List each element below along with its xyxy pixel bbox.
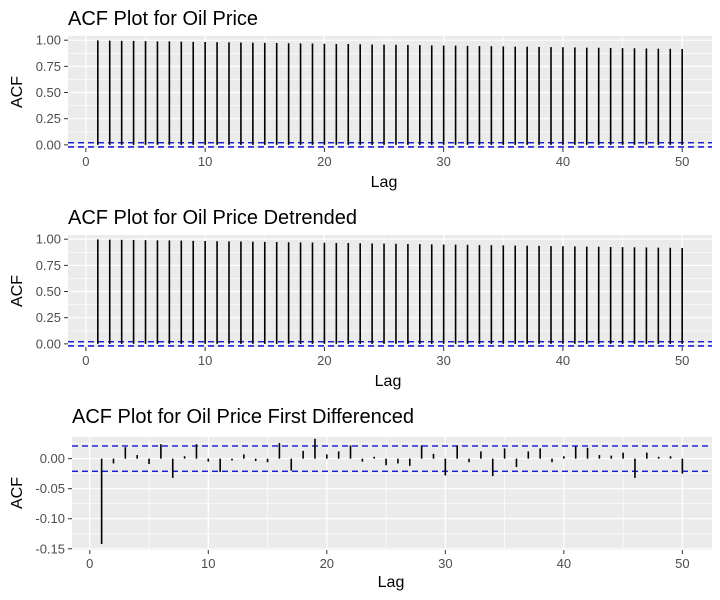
- x-axis-ticks: 0 10 20 30 40 50: [86, 550, 690, 571]
- y-tick-label: 0.00: [36, 336, 61, 351]
- y-tick-label: -0.15: [35, 541, 65, 556]
- gridlines: [72, 437, 712, 550]
- y-tick-label: 0.25: [36, 111, 61, 126]
- x-tick-label: 10: [198, 353, 212, 368]
- x-axis-label: Lag: [378, 574, 405, 591]
- y-tick-label: -0.05: [35, 481, 65, 496]
- x-tick-label: 0: [82, 353, 89, 368]
- x-tick-label: 20: [317, 154, 331, 169]
- x-tick-label: 10: [201, 556, 215, 571]
- x-tick-label: 50: [675, 353, 689, 368]
- x-tick-label: 50: [675, 154, 689, 169]
- x-tick-label: 30: [436, 353, 450, 368]
- x-tick-label: 50: [675, 556, 689, 571]
- confidence-bounds: [68, 142, 712, 148]
- acf-bars: [100, 438, 684, 544]
- chart-title: ACF Plot for Oil Price: [68, 8, 258, 30]
- y-tick-label: 1.00: [36, 33, 61, 48]
- y-tick-label: 0.00: [40, 451, 65, 466]
- y-tick-label: 0.50: [36, 284, 61, 299]
- y-axis-ticks: 0.00 0.25 0.50 0.75 1.00: [36, 33, 68, 152]
- x-axis-ticks: 0 10 20 30 40 50: [82, 148, 689, 169]
- x-tick-label: 0: [82, 154, 89, 169]
- x-tick-label: 20: [317, 353, 331, 368]
- y-tick-label: 0.75: [36, 59, 61, 74]
- x-axis-ticks: 0 10 20 30 40 50: [82, 347, 689, 368]
- confidence-bounds: [72, 445, 712, 472]
- x-tick-label: 40: [556, 353, 570, 368]
- y-tick-label: -0.10: [35, 511, 65, 526]
- confidence-bounds: [68, 341, 712, 347]
- gridlines: [68, 235, 712, 347]
- y-tick-label: 1.00: [36, 232, 61, 247]
- acf-panel-oil-price-detrended: ACF Plot for Oil Price Detrended 0.00 0.2…: [9, 207, 712, 390]
- chart-title: ACF Plot for Oil Price First Differenced: [72, 406, 414, 428]
- y-axis-ticks: -0.15 -0.10 -0.05 0.00: [35, 451, 72, 556]
- y-tick-label: 0.00: [36, 137, 61, 152]
- x-tick-label: 30: [436, 154, 450, 169]
- acf-bars: [97, 239, 683, 344]
- y-axis-label: ACF: [9, 76, 26, 108]
- y-tick-label: 0.25: [36, 310, 61, 325]
- acf-panel-oil-price-first-differenced: ACF Plot for Oil Price First Differenced…: [9, 406, 712, 591]
- y-axis-label: ACF: [9, 477, 26, 509]
- x-tick-label: 10: [198, 154, 212, 169]
- acf-bars: [97, 40, 683, 145]
- plot-background: [72, 437, 712, 550]
- y-tick-label: 0.50: [36, 85, 61, 100]
- y-axis-label: ACF: [9, 275, 26, 307]
- x-axis-label: Lag: [371, 174, 398, 191]
- acf-panel-oil-price: ACF Plot for Oil Price 0.00 0.25 0.50 0.75 1…: [9, 8, 712, 191]
- x-tick-label: 40: [556, 154, 570, 169]
- x-tick-label: 20: [320, 556, 334, 571]
- y-tick-label: 0.75: [36, 258, 61, 273]
- x-tick-label: 40: [557, 556, 571, 571]
- y-axis-ticks: 0.00 0.25 0.50 0.75 1.00: [36, 232, 68, 351]
- x-tick-label: 0: [86, 556, 93, 571]
- chart-title: ACF Plot for Oil Price Detrended: [68, 207, 357, 229]
- x-axis-label: Lag: [375, 373, 402, 390]
- x-tick-label: 30: [438, 556, 452, 571]
